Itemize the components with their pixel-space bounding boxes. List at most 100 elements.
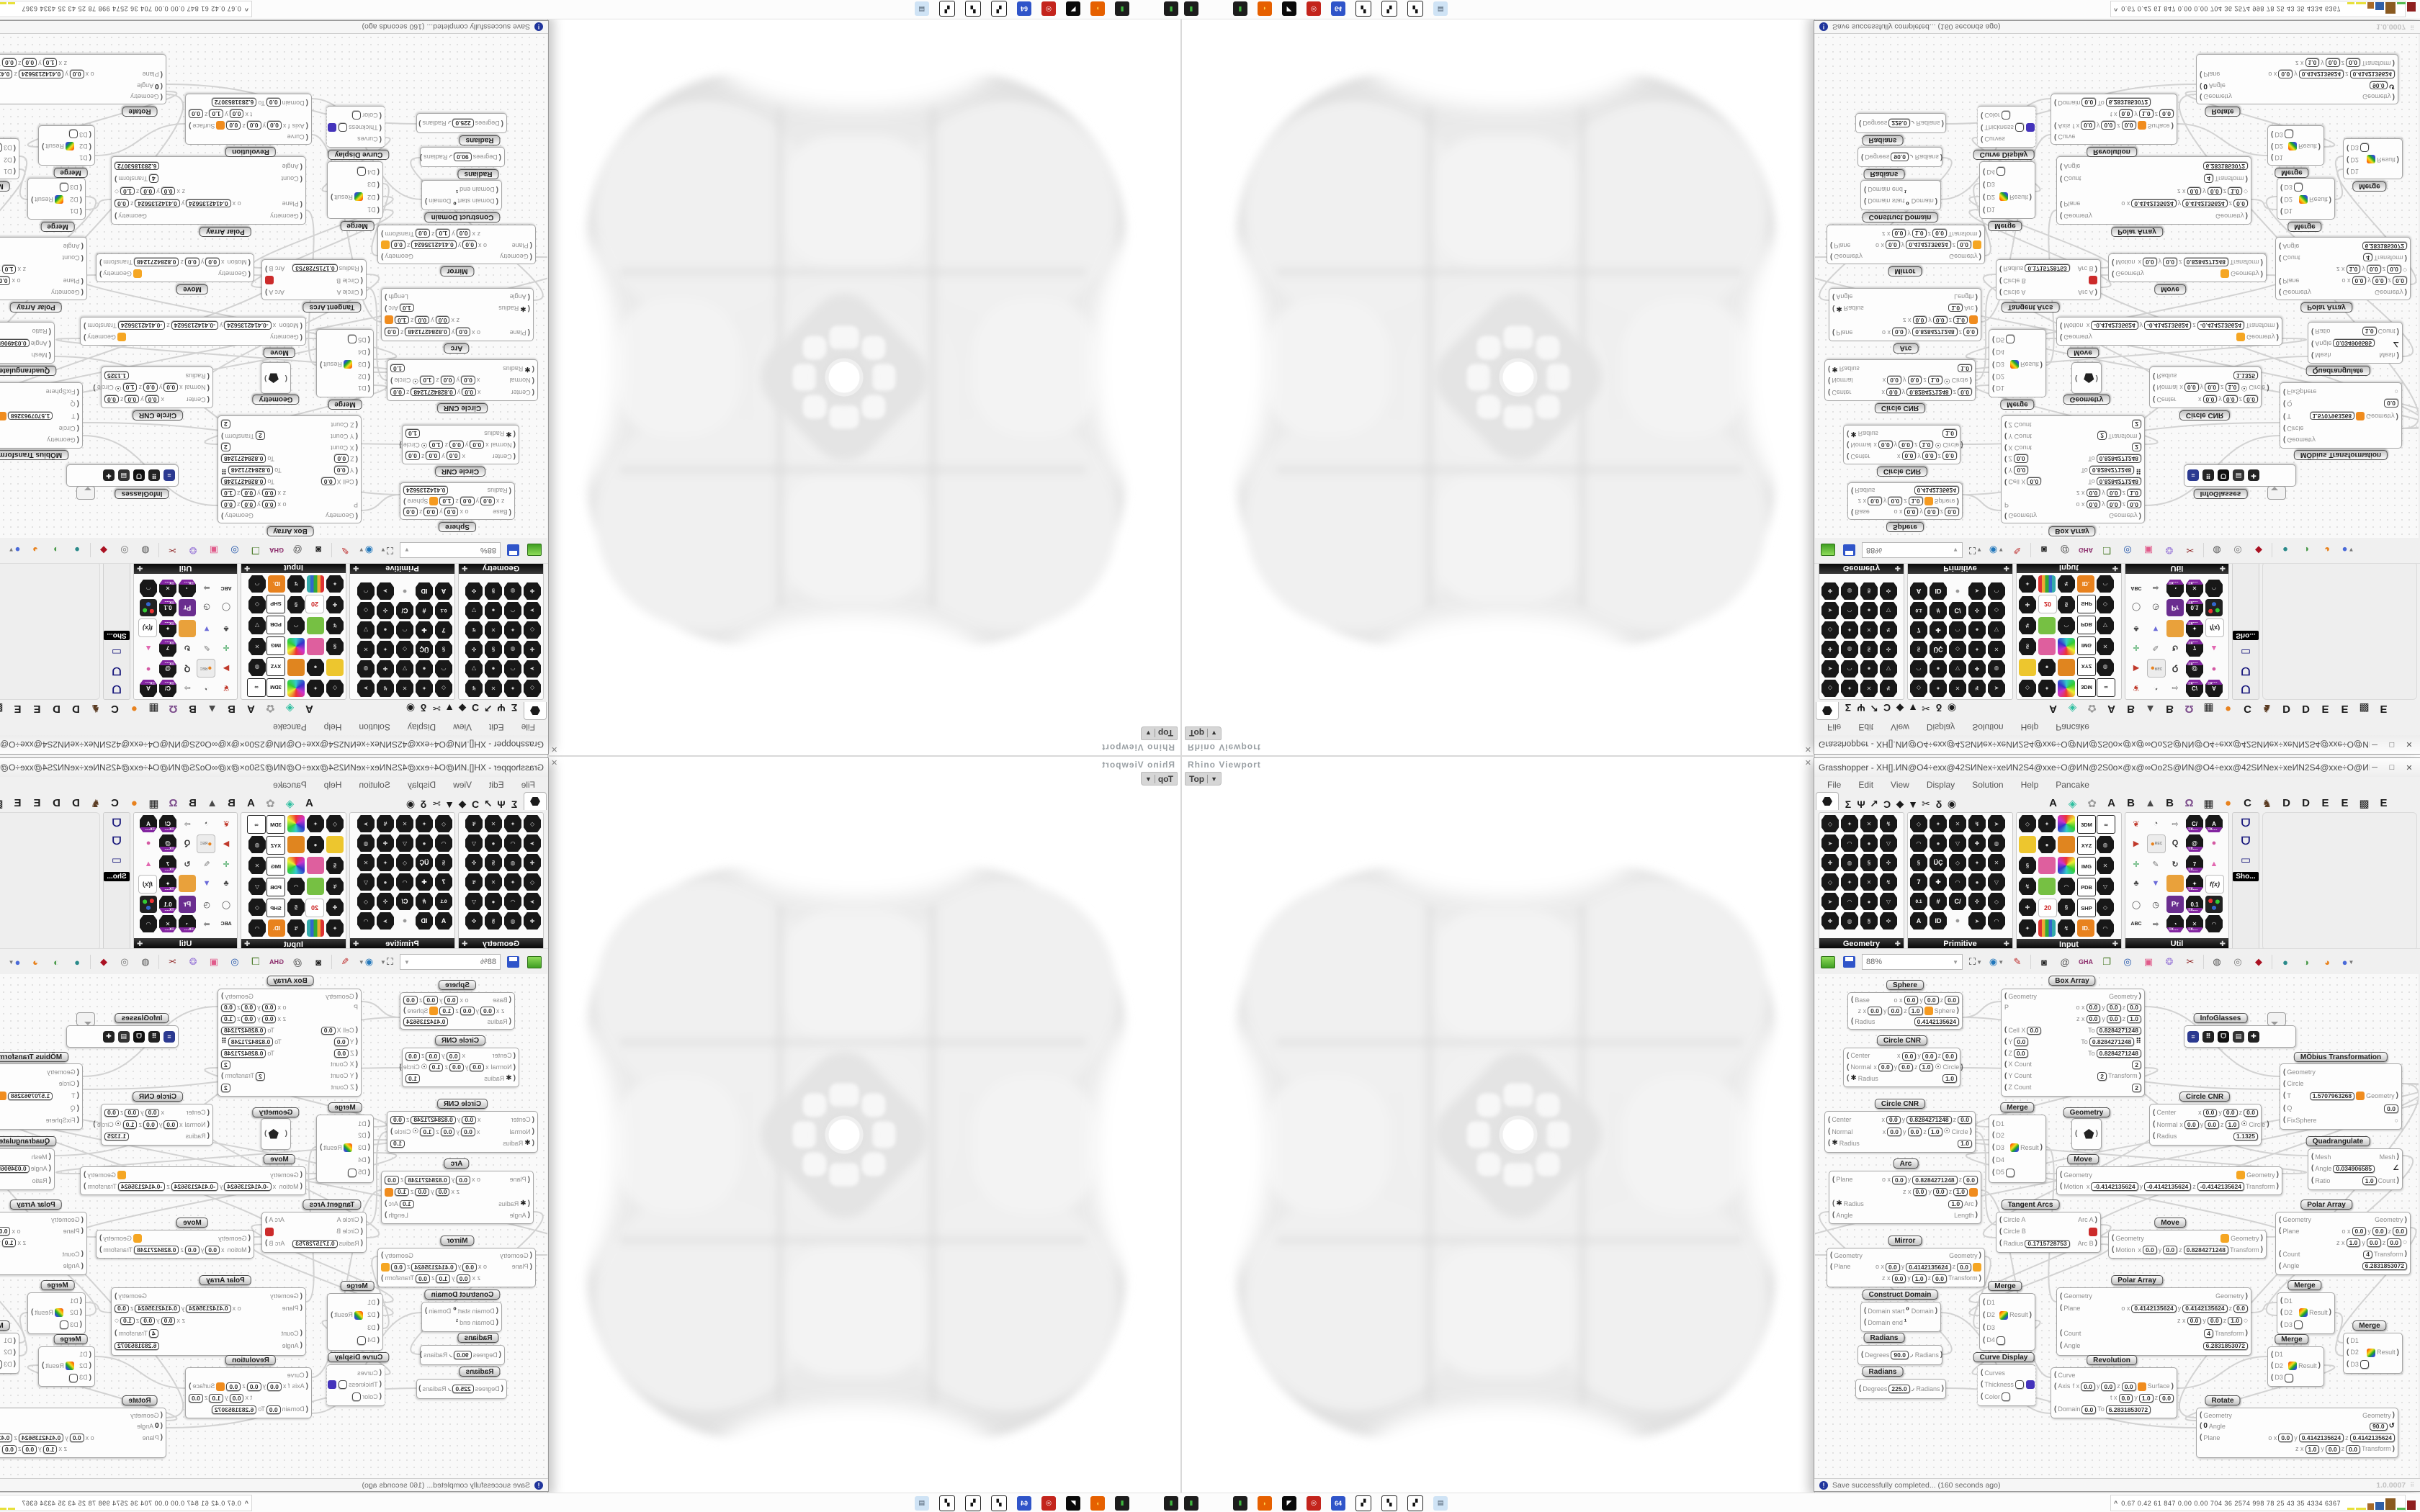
value-chip[interactable]: 0.8284271248 xyxy=(1912,1176,1958,1184)
component-icon[interactable]: ● xyxy=(1930,834,1947,852)
gh-node-sphere[interactable]: (Base o x 0.0 y 0.0 z 0.0 z x 0.0 y 0.0 z 1.0 Sphere)… xyxy=(1847,482,1963,520)
component-icon[interactable]: ◔ xyxy=(2153,684,2159,693)
node-label[interactable]: Circle CNR xyxy=(2179,1092,2231,1102)
gh-canvas[interactable]: (Base o x 0.0 y 0.0 z 0.0 z x 0.0 y 0.0 z 1.0 Sphere)… xyxy=(0,974,547,1479)
wolf-app-icon[interactable]: ◤ xyxy=(1282,1,1296,17)
component-icon[interactable]: ◠ xyxy=(1841,602,1858,619)
value-chip[interactable]: 0.0 xyxy=(1878,440,1893,449)
component-icon[interactable]: ◇ xyxy=(357,602,375,619)
component-icon[interactable]: ✕ xyxy=(1860,621,1878,639)
grasshopper-titlebar[interactable]: Grasshopper - XH[].ИN@O4÷exx@42SИNex÷xeИ… xyxy=(0,758,548,778)
component-icon[interactable]: ↻ xyxy=(2172,860,2179,869)
component-icon[interactable]: ◷ xyxy=(203,900,210,909)
node-label[interactable]: MÖbius Transformation xyxy=(0,1052,69,1062)
value-chip[interactable]: 0.0 xyxy=(2207,186,2222,196)
value-chip[interactable]: 0.0 xyxy=(2106,1014,2121,1024)
node-port[interactable]: ) xyxy=(381,1251,384,1260)
infoglasses-icon[interactable]: ✚ xyxy=(2248,469,2259,482)
node-label[interactable]: Circle CNR xyxy=(1876,467,1928,477)
component-icon[interactable]: ➡ xyxy=(2152,919,2159,929)
component-icon[interactable]: Pr xyxy=(179,896,196,913)
empty-value-chip[interactable] xyxy=(348,335,357,344)
gh-node-tangent-arcs[interactable]: (Circle A Arc A)(Circle B(Radius 0.1715728… xyxy=(261,259,367,300)
node-port[interactable]: ( xyxy=(1864,1307,1867,1315)
node-port[interactable]: ) xyxy=(2094,1239,2097,1248)
gh-node-circle-cnr[interactable]: (Center x 0.0 y 0.8284271248 z 0.0(Normal x 0.0 y… xyxy=(387,359,538,401)
component-icon[interactable]: f(x) xyxy=(2205,875,2224,894)
value-chip[interactable]: 0.0 xyxy=(140,186,156,196)
node-label[interactable]: Mirror xyxy=(1888,266,1922,276)
component-tab[interactable]: Σ xyxy=(1845,702,1852,714)
component-tab[interactable]: ↗ xyxy=(1870,703,1878,714)
component-icon[interactable]: ▶ xyxy=(223,664,230,673)
component-icon[interactable]: ◔ xyxy=(2153,819,2159,828)
node-port[interactable]: ( xyxy=(160,70,163,78)
menu-item-edit[interactable]: Edit xyxy=(488,722,504,732)
plugin-tab[interactable]: A xyxy=(2049,797,2057,809)
value-chip[interactable]: 0.0 xyxy=(321,477,336,486)
node-port[interactable]: ( xyxy=(2112,269,2115,278)
node-port[interactable]: ( xyxy=(2347,1360,2349,1369)
component-icon[interactable]: ✦ ≡x.... xyxy=(159,620,176,637)
value-chip[interactable]: 0.0 xyxy=(1887,1128,1902,1136)
node-port[interactable]: ) xyxy=(419,153,423,161)
gh-node-move[interactable]: (Geometry Geometry)(Motion x -0.4142135624 y… xyxy=(80,317,306,346)
node-label[interactable]: Circle CNR xyxy=(1874,1099,1926,1109)
component-icon[interactable]: ● xyxy=(416,834,433,852)
value-chip[interactable]: 1.0 xyxy=(429,440,444,449)
plugin-tab[interactable]: C xyxy=(111,797,119,809)
value-chip[interactable]: 0.4142135624 xyxy=(135,199,180,208)
node-label[interactable]: Move xyxy=(2154,284,2186,294)
gh-node-quadrangulate[interactable]: (MeshMesh)(Angle0.034906585∠(Ratio1.0Cou… xyxy=(0,322,55,364)
node-port[interactable]: ( xyxy=(1828,1128,1831,1135)
preview-eye-icon[interactable]: ◉ ▼ xyxy=(358,956,374,967)
value-chip[interactable]: 0.0 xyxy=(145,395,160,404)
node-port[interactable]: ( xyxy=(2004,1049,2007,1058)
node-label[interactable]: Radians xyxy=(1862,1367,1904,1377)
value-chip[interactable]: 0.0 xyxy=(2159,1394,2174,1403)
node-port[interactable]: ) xyxy=(2396,328,2399,336)
node-port[interactable]: ) xyxy=(1960,441,1963,449)
plugin-tab[interactable]: ✿ xyxy=(266,702,275,714)
value-chip[interactable]: 90.0 xyxy=(454,153,472,161)
value-chip[interactable]: 0.0 xyxy=(1957,240,1971,249)
component-icon[interactable]: ✚ xyxy=(1821,582,1839,600)
component-icon[interactable]: ✕ xyxy=(248,638,266,655)
grasshopper-window[interactable]: Grasshopper - XH[].ИN@O4÷exx@42SИNex÷xeИ… xyxy=(1814,757,2420,1492)
value-chip[interactable]: 0.4142135624 xyxy=(2182,1304,2228,1313)
menu-item-edit[interactable]: Edit xyxy=(1858,780,1874,790)
node-port[interactable]: ) xyxy=(265,1215,268,1224)
component-icon[interactable] xyxy=(326,659,344,676)
component-icon[interactable]: ✦ xyxy=(1841,680,1858,697)
component-icon[interactable]: ◇ xyxy=(524,680,541,697)
node-port[interactable]: ( xyxy=(1847,1063,1850,1071)
node-port[interactable]: ( xyxy=(355,1060,358,1068)
chevron-down-icon[interactable]: ▼ xyxy=(1144,729,1152,737)
node-port[interactable]: ( xyxy=(367,1120,370,1128)
node-label[interactable]: Merge xyxy=(328,1102,362,1112)
node-port[interactable]: ) xyxy=(99,258,102,266)
component-icon[interactable]: ▼ xyxy=(202,624,211,633)
component-icon[interactable]: ◠ xyxy=(357,912,375,930)
node-port[interactable]: ( xyxy=(367,336,370,344)
node-label[interactable]: Tangent Arcs xyxy=(2001,1200,2060,1210)
value-chip[interactable]: 4 xyxy=(2204,1329,2213,1338)
component-icon[interactable]: ➤ xyxy=(524,660,541,678)
value-chip[interactable]: 1.5707963268 xyxy=(2309,1092,2355,1100)
node-port[interactable]: ( xyxy=(13,167,16,176)
value-chip[interactable]: 0.0 xyxy=(1932,229,1947,238)
value-chip[interactable]: 2 xyxy=(221,1061,230,1069)
gh-canvas[interactable]: (Base o x 0.0 y 0.0 z 0.0 z x 0.0 y 0.0 z 1.0 Sphere)… xyxy=(1815,33,2419,538)
component-icon[interactable]: @ ≡x.... xyxy=(159,834,176,852)
node-port[interactable]: ( xyxy=(284,374,287,382)
component-icon[interactable]: ▽ xyxy=(465,834,483,852)
plugin-panel-icon[interactable]: ᗜ xyxy=(2241,683,2251,695)
value-chip[interactable]: 1.0 xyxy=(2127,1014,2141,1024)
tray-chevron-icon[interactable]: ^ xyxy=(2114,5,2118,13)
node-port[interactable]: ( xyxy=(2075,374,2078,382)
component-tab[interactable]: Ψ xyxy=(1857,702,1865,714)
node-port[interactable]: ) xyxy=(84,321,86,330)
value-chip[interactable]: 0.0 xyxy=(2202,1108,2218,1117)
gh-node-move[interactable]: (Geometry Geometry)(Motion x 0.0 y 0.0 z 0.8284… xyxy=(2108,253,2267,282)
